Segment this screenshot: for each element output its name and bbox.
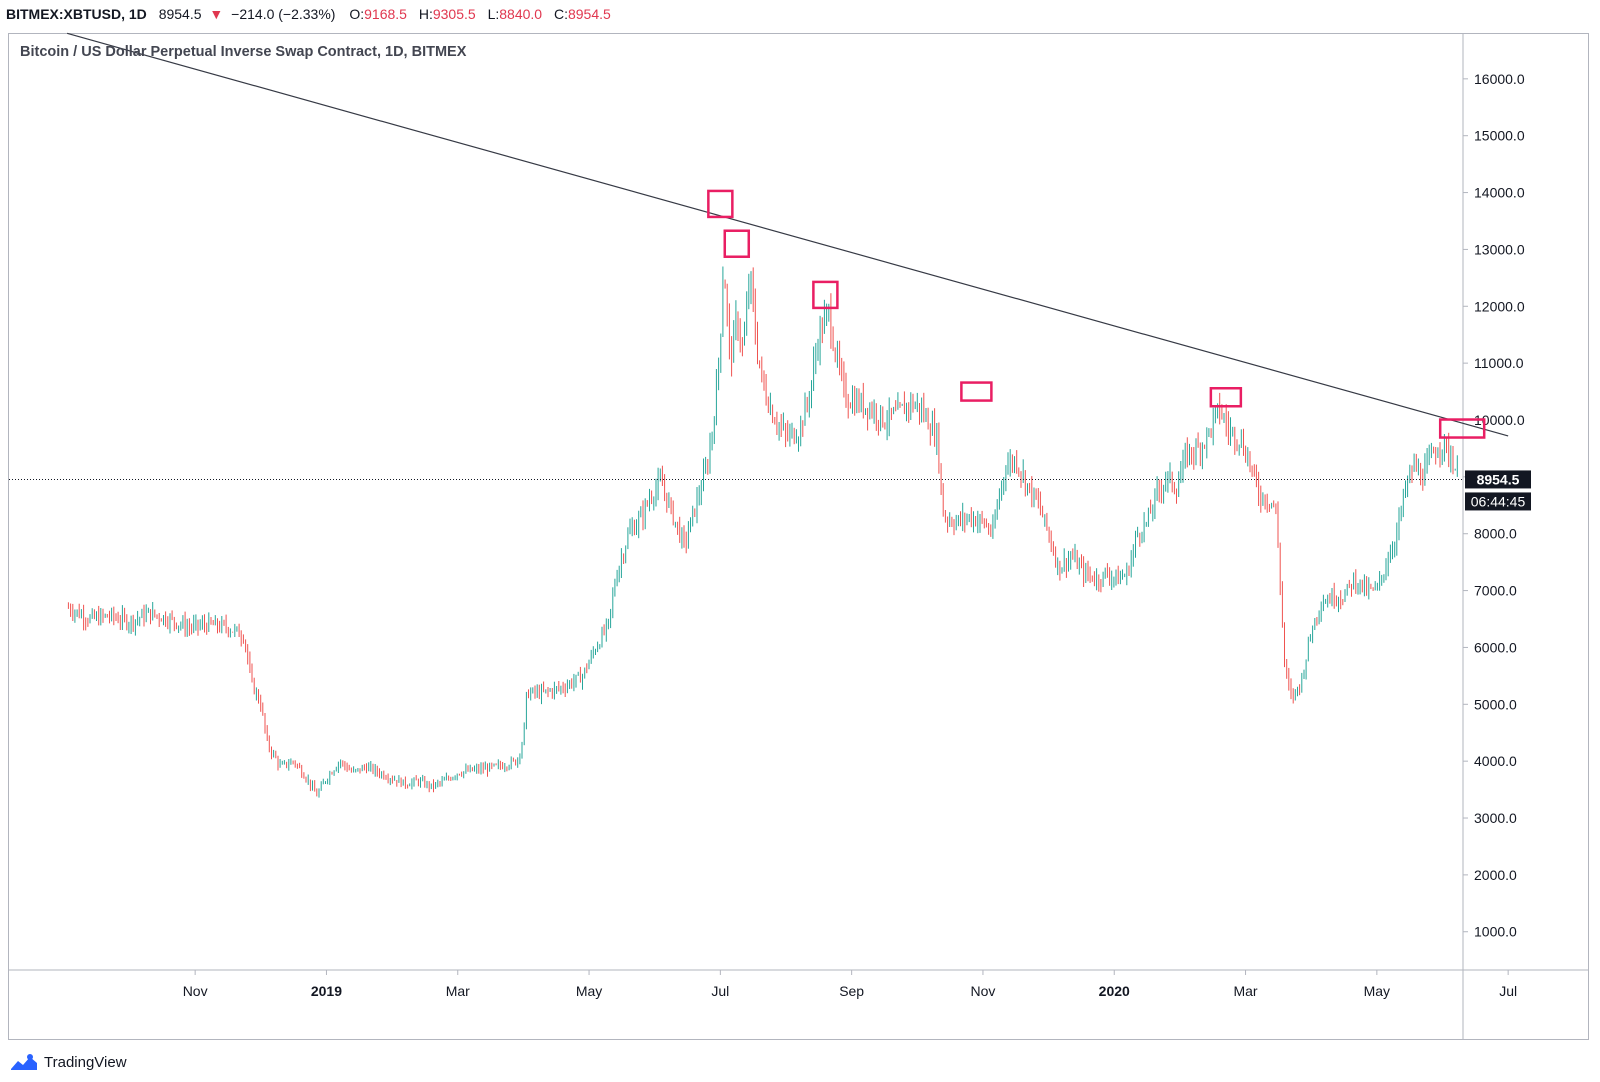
y-tick-label: 11000.0 [1474,355,1524,371]
y-tick-label: 10000.0 [1474,412,1525,428]
peak-highlight-box[interactable] [707,189,734,219]
y-tick-label: 6000.0 [1474,639,1517,655]
high-label: H: [418,6,433,22]
y-tick-label: 8000.0 [1474,526,1517,542]
peak-highlight-box[interactable] [1209,387,1243,408]
y-tick-label: 3000.0 [1474,810,1517,826]
x-tick-label: 2019 [311,983,342,999]
x-tick-label: Sep [839,983,864,999]
open-label: O: [349,6,365,22]
y-tick-label: 7000.0 [1474,583,1517,599]
close-label: C: [553,6,568,22]
y-tick-label: 13000.0 [1474,241,1525,257]
open-value: 9168.5 [364,6,407,22]
x-tick-label: 2020 [1099,983,1130,999]
x-tick-label: May [576,983,602,999]
x-tick-label: Jul [1499,983,1517,999]
x-tick-label: May [1364,983,1390,999]
y-tick-label: 5000.0 [1474,696,1517,712]
chart-frame [8,33,1589,1040]
peak-highlight-box[interactable] [723,229,751,258]
y-tick-label: 4000.0 [1474,753,1517,769]
symbol-name[interactable]: BITMEX:XBTUSD, 1D [6,6,147,22]
high-value: 9305.5 [432,6,476,22]
price-tag: 8954.5 [1477,471,1520,487]
down-arrow-icon: ▼ [209,6,224,22]
chart-title: Bitcoin / US Dollar Perpetual Inverse Sw… [20,44,467,60]
trendline[interactable] [66,32,1509,437]
tradingview-icon [11,1054,37,1070]
symbol-header: BITMEX:XBTUSD, 1D 8954.5 ▼ −214.0 (−2.33… [6,4,611,24]
low-label: L: [487,6,500,22]
peak-highlight-box[interactable] [1438,418,1486,439]
y-tick-label: 15000.0 [1474,128,1525,144]
peak-highlight-box[interactable] [960,381,993,402]
x-tick-label: Mar [1233,983,1257,999]
tradingview-logo[interactable]: TradingView [10,1050,127,1074]
price-change: −214.0 (−2.33%) [231,6,336,22]
low-value: 8840.0 [499,6,543,22]
x-tick-label: Nov [183,983,208,999]
y-tick-label: 16000.0 [1474,71,1525,87]
x-tick-label: Mar [446,983,470,999]
tradingview-brand: TradingView [44,1053,127,1071]
y-tick-label: 1000.0 [1474,924,1517,940]
y-tick-label: 2000.0 [1474,867,1517,883]
x-tick-label: Jul [711,983,729,999]
y-tick-label: 14000.0 [1474,185,1525,201]
close-value: 8954.5 [567,6,611,22]
x-tick-label: Nov [970,983,995,999]
price-tag-bg [1465,470,1531,489]
countdown-tag: 06:44:45 [1471,493,1526,509]
countdown-tag-bg [1465,492,1531,511]
last-price: 8954.5 [158,6,202,22]
y-tick-label: 12000.0 [1474,298,1525,314]
peak-highlight-box[interactable] [812,280,839,310]
